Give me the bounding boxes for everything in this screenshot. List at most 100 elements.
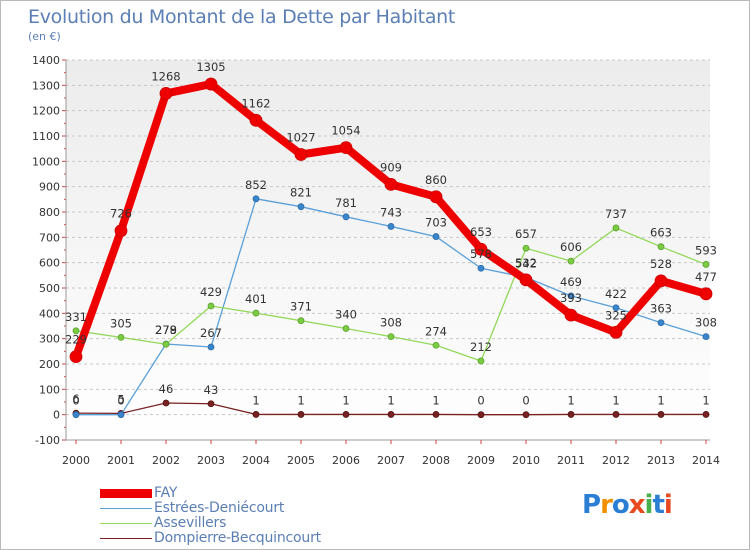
data-label-estrees-deniecourt: 542 (515, 256, 537, 270)
legend-swatch (100, 523, 152, 524)
data-point-assevillers (162, 340, 170, 348)
x-tick-label: 2011 (557, 454, 585, 467)
data-point-estrees-deniecourt (72, 411, 80, 419)
data-label-estrees-deniecourt: 308 (695, 316, 717, 330)
chart-title: Evolution du Montant de la Dette par Hab… (28, 6, 456, 28)
data-point-fay (429, 190, 443, 204)
data-point-fay (564, 308, 578, 322)
data-point-fay (474, 242, 488, 256)
y-tick-label: 700 (39, 231, 60, 244)
data-point-dompierre-becquincourt (567, 411, 575, 418)
data-label-dompierre-becquincourt: 1 (567, 393, 574, 407)
data-point-assevillers (252, 309, 260, 317)
proxiti-logo: Proxiti (582, 490, 673, 520)
data-label-estrees-deniecourt: 422 (605, 287, 627, 301)
data-point-assevillers (207, 302, 215, 310)
data-point-assevillers (477, 357, 485, 365)
data-point-dompierre-becquincourt (702, 411, 710, 418)
y-tick-label: 400 (39, 307, 60, 320)
data-label-assevillers: 593 (695, 243, 717, 257)
data-label-dompierre-becquincourt: 1 (612, 393, 619, 407)
data-label-dompierre-becquincourt: 1 (297, 393, 304, 407)
data-point-fay (654, 274, 668, 288)
x-tick-label: 2013 (647, 454, 675, 467)
data-label-dompierre-becquincourt: 43 (204, 383, 219, 397)
data-label-dompierre-becquincourt: 1 (432, 393, 439, 407)
legend-item-assevillers: Assevillers (100, 515, 400, 531)
chart-subtitle: (en €) (28, 30, 61, 43)
y-tick-label: 200 (39, 358, 60, 371)
data-label-dompierre-becquincourt: 1 (252, 393, 259, 407)
y-tick-label: 600 (39, 257, 60, 270)
data-point-assevillers (702, 261, 710, 268)
data-label-fay: 1162 (241, 96, 270, 110)
data-point-dompierre-becquincourt (342, 411, 350, 418)
data-label-estrees-deniecourt: 781 (335, 196, 357, 210)
data-label-estrees-deniecourt: 0 (117, 394, 124, 408)
y-tick-label: 1300 (32, 79, 60, 92)
data-label-estrees-deniecourt: 363 (650, 302, 672, 316)
data-point-estrees-deniecourt (387, 223, 395, 230)
data-label-assevillers: 663 (650, 226, 672, 240)
data-point-assevillers (297, 317, 305, 325)
data-point-dompierre-becquincourt (432, 411, 440, 418)
data-label-assevillers: 401 (245, 292, 267, 306)
x-tick-label: 2000 (62, 454, 90, 467)
y-tick-label: 800 (39, 206, 60, 219)
data-point-fay (519, 273, 533, 287)
y-tick-label: 0 (53, 409, 60, 422)
data-point-fay (159, 87, 173, 100)
y-tick-label: 1100 (32, 130, 60, 143)
data-point-dompierre-becquincourt (162, 399, 170, 407)
x-tick-label: 2002 (152, 454, 180, 467)
data-point-assevillers (522, 244, 530, 252)
data-label-dompierre-becquincourt: 0 (477, 394, 484, 408)
data-point-fay (294, 148, 308, 161)
data-label-assevillers: 308 (380, 316, 402, 330)
data-label-assevillers: 212 (470, 340, 492, 354)
data-label-fay: 393 (560, 291, 582, 305)
data-label-fay: 653 (470, 225, 492, 239)
data-point-estrees-deniecourt (657, 319, 665, 327)
data-label-estrees-deniecourt: 0 (72, 394, 79, 408)
data-label-estrees-deniecourt: 279 (155, 323, 177, 337)
data-point-fay (114, 224, 128, 238)
data-label-assevillers: 274 (425, 324, 447, 338)
data-label-dompierre-becquincourt: 1 (702, 393, 709, 407)
legend-label: Assevillers (154, 515, 227, 531)
x-tick-label: 2007 (377, 454, 405, 467)
data-label-assevillers: 331 (65, 310, 87, 324)
data-point-fay (609, 325, 623, 339)
data-label-assevillers: 606 (560, 240, 582, 254)
legend-label: FAY (154, 485, 178, 501)
data-point-fay (699, 287, 713, 301)
x-tick-label: 2001 (107, 454, 135, 467)
x-tick-label: 2003 (197, 454, 225, 467)
data-label-assevillers: 737 (605, 207, 627, 221)
data-label-estrees-deniecourt: 743 (380, 205, 402, 219)
data-label-assevillers: 278 (155, 323, 177, 337)
y-tick-label: -100 (35, 434, 60, 447)
data-label-dompierre-becquincourt: 46 (159, 382, 174, 396)
x-tick-label: 2005 (287, 454, 315, 467)
data-point-dompierre-becquincourt (657, 411, 665, 418)
data-point-assevillers (72, 327, 80, 335)
data-point-fay (69, 350, 83, 364)
data-point-dompierre-becquincourt (297, 411, 305, 418)
data-label-fay: 477 (695, 270, 717, 284)
data-label-assevillers: 657 (515, 227, 537, 241)
data-point-fay (339, 141, 353, 155)
legend-label: Estrées-Deniécourt (154, 500, 285, 516)
data-label-fay: 726 (110, 207, 132, 221)
x-tick-label: 2010 (512, 454, 540, 467)
data-label-fay: 1027 (286, 130, 315, 144)
data-label-fay: 532 (515, 256, 537, 270)
data-label-fay: 325 (605, 308, 627, 322)
data-point-fay (249, 113, 263, 127)
legend-swatch (100, 538, 152, 539)
y-tick-label: 500 (39, 282, 60, 295)
data-label-fay: 229 (65, 333, 87, 347)
legend-label: Dompierre-Becquincourt (154, 530, 321, 546)
data-label-assevillers: 371 (290, 300, 312, 314)
legend-item-estrees-deniecourt: Estrées-Deniécourt (100, 500, 400, 516)
